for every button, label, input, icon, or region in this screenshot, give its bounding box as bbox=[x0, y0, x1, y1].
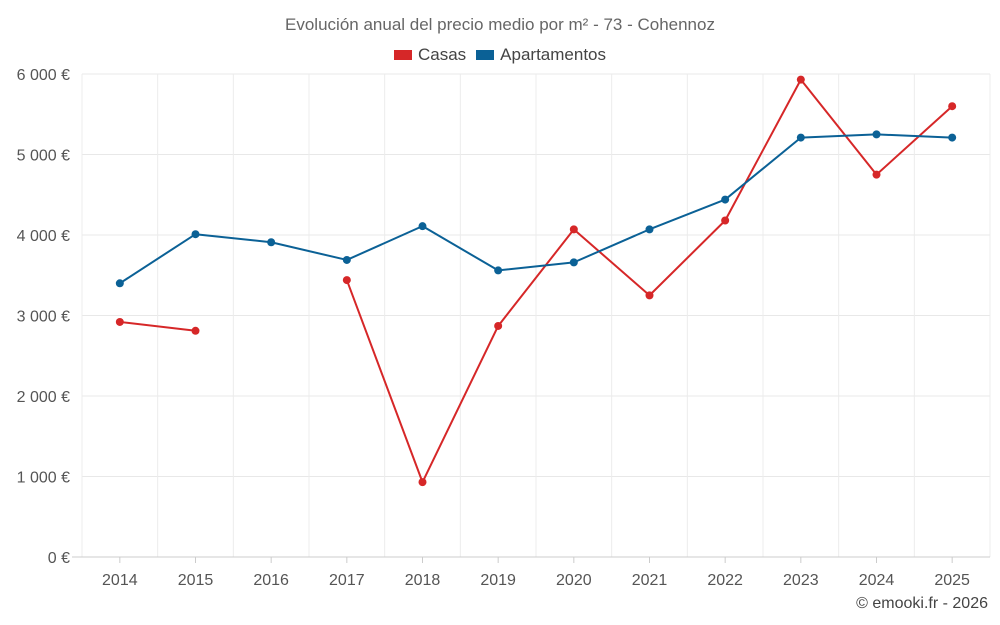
data-point-casas bbox=[494, 321, 503, 330]
grid-lines bbox=[81, 73, 991, 557]
y-tick-label: 1 000 € bbox=[17, 470, 70, 487]
y-tick-label: 2 000 € bbox=[17, 389, 70, 406]
data-point-apartamentos bbox=[115, 279, 124, 288]
y-tick-label: 4 000 € bbox=[17, 228, 70, 245]
legend-item-apartamentos[interactable]: Apartamentos bbox=[476, 45, 606, 65]
axes: 0 € 1 000 € 2 000 € 3 000 € 4 000 € 5 000 € 6 … bbox=[17, 67, 990, 589]
legend: Casas Apartamentos bbox=[0, 45, 1000, 65]
data-point-apartamentos bbox=[569, 258, 578, 267]
data-point-casas bbox=[342, 276, 351, 285]
x-tick-label: 2022 bbox=[707, 572, 743, 589]
x-tick-label: 2016 bbox=[253, 572, 289, 589]
series-layer bbox=[115, 75, 957, 487]
data-point-apartamentos bbox=[191, 230, 200, 239]
data-point-apartamentos bbox=[872, 130, 881, 139]
series-line-apartamentos bbox=[119, 133, 953, 285]
x-tick-label: 2019 bbox=[480, 572, 516, 589]
x-tick-label: 2025 bbox=[934, 572, 970, 589]
data-point-casas bbox=[948, 102, 957, 111]
data-point-casas bbox=[645, 291, 654, 300]
legend-swatch-casas bbox=[393, 50, 412, 60]
y-tick-label: 6 000 € bbox=[17, 67, 70, 84]
legend-swatch-apartamentos bbox=[476, 50, 495, 60]
data-point-casas bbox=[418, 478, 427, 487]
series-apartamentos bbox=[115, 130, 957, 288]
y-tick-label: 0 € bbox=[48, 550, 70, 567]
chart-title: Evolución anual del precio medio por m² … bbox=[285, 15, 715, 34]
data-point-casas bbox=[569, 225, 578, 234]
y-tick-label: 5 000 € bbox=[17, 148, 70, 165]
series-line-casas bbox=[119, 320, 196, 332]
data-point-apartamentos bbox=[721, 195, 730, 204]
legend-label-casas: Casas bbox=[417, 45, 467, 64]
x-tick-label: 2017 bbox=[329, 572, 365, 589]
data-point-apartamentos bbox=[342, 255, 351, 264]
x-tick-label: 2021 bbox=[632, 572, 668, 589]
x-tick-label: 2018 bbox=[405, 572, 441, 589]
credit-text: © emooki.fr - 2026 bbox=[856, 595, 988, 612]
data-point-casas bbox=[721, 216, 730, 225]
x-tick-label: 2015 bbox=[178, 572, 214, 589]
data-point-apartamentos bbox=[494, 266, 503, 275]
data-point-apartamentos bbox=[948, 133, 957, 142]
data-point-casas bbox=[115, 317, 124, 326]
y-tick-label: 3 000 € bbox=[17, 309, 70, 326]
data-point-apartamentos bbox=[796, 133, 805, 142]
x-tick-label: 2024 bbox=[859, 572, 895, 589]
x-tick-label: 2014 bbox=[102, 572, 138, 589]
series-casas bbox=[115, 75, 957, 487]
data-point-casas bbox=[872, 170, 881, 179]
x-tick-label: 2020 bbox=[556, 572, 592, 589]
data-point-apartamentos bbox=[267, 238, 276, 247]
data-point-casas bbox=[191, 326, 200, 335]
data-point-apartamentos bbox=[645, 225, 654, 234]
x-tick-label: 2023 bbox=[783, 572, 819, 589]
legend-label-apartamentos: Apartamentos bbox=[500, 45, 607, 64]
series-line-casas bbox=[345, 78, 953, 484]
data-point-casas bbox=[796, 75, 805, 84]
data-point-apartamentos bbox=[418, 222, 427, 231]
legend-item-casas[interactable]: Casas bbox=[393, 45, 467, 65]
